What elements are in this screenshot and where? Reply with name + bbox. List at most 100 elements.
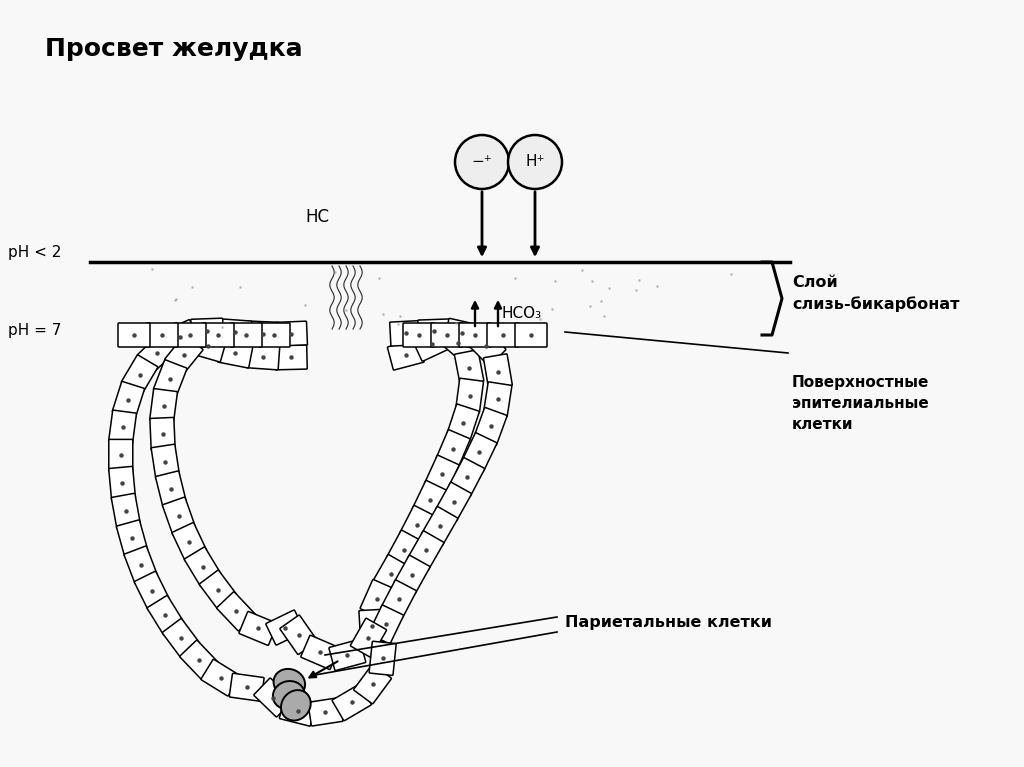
FancyBboxPatch shape <box>360 580 394 618</box>
FancyBboxPatch shape <box>217 592 256 631</box>
FancyBboxPatch shape <box>308 698 343 726</box>
FancyBboxPatch shape <box>444 318 480 348</box>
FancyBboxPatch shape <box>459 323 490 347</box>
FancyBboxPatch shape <box>455 350 483 386</box>
FancyBboxPatch shape <box>329 640 366 670</box>
FancyBboxPatch shape <box>246 344 280 370</box>
FancyBboxPatch shape <box>201 660 241 696</box>
FancyBboxPatch shape <box>462 433 497 472</box>
FancyBboxPatch shape <box>386 530 422 569</box>
FancyBboxPatch shape <box>446 404 479 442</box>
FancyBboxPatch shape <box>218 319 252 345</box>
FancyBboxPatch shape <box>408 531 443 570</box>
FancyBboxPatch shape <box>422 506 458 545</box>
FancyBboxPatch shape <box>217 338 253 368</box>
FancyBboxPatch shape <box>184 547 221 586</box>
FancyBboxPatch shape <box>154 360 187 398</box>
Ellipse shape <box>281 690 310 720</box>
FancyBboxPatch shape <box>180 640 218 680</box>
FancyBboxPatch shape <box>483 382 512 417</box>
FancyBboxPatch shape <box>394 555 430 594</box>
FancyBboxPatch shape <box>163 619 200 658</box>
FancyBboxPatch shape <box>229 673 264 701</box>
FancyBboxPatch shape <box>431 323 463 347</box>
Text: Слой
слизь-бикарбонат: Слой слизь-бикарбонат <box>792 275 959 312</box>
FancyBboxPatch shape <box>163 497 196 535</box>
FancyBboxPatch shape <box>436 430 470 468</box>
FancyBboxPatch shape <box>146 323 178 347</box>
FancyBboxPatch shape <box>387 339 424 370</box>
FancyBboxPatch shape <box>200 570 238 610</box>
FancyBboxPatch shape <box>202 323 234 347</box>
FancyBboxPatch shape <box>424 456 459 494</box>
FancyBboxPatch shape <box>359 609 385 643</box>
Text: Париетальные клетки: Париетальные клетки <box>565 614 772 630</box>
FancyBboxPatch shape <box>258 323 290 347</box>
FancyBboxPatch shape <box>124 546 158 584</box>
FancyBboxPatch shape <box>174 323 206 347</box>
FancyBboxPatch shape <box>487 323 519 347</box>
FancyBboxPatch shape <box>150 417 175 450</box>
Text: H⁺: H⁺ <box>525 154 545 170</box>
FancyBboxPatch shape <box>190 318 223 344</box>
FancyBboxPatch shape <box>117 520 147 557</box>
FancyBboxPatch shape <box>112 493 140 528</box>
FancyBboxPatch shape <box>150 389 177 423</box>
Ellipse shape <box>272 681 304 709</box>
FancyBboxPatch shape <box>247 321 280 346</box>
FancyBboxPatch shape <box>418 319 451 344</box>
FancyBboxPatch shape <box>156 471 186 508</box>
FancyBboxPatch shape <box>274 345 307 370</box>
FancyBboxPatch shape <box>456 378 483 413</box>
FancyBboxPatch shape <box>474 407 507 446</box>
Bar <box>0 0 1024 262</box>
FancyBboxPatch shape <box>254 678 293 717</box>
FancyBboxPatch shape <box>147 595 183 635</box>
FancyBboxPatch shape <box>403 323 435 347</box>
FancyBboxPatch shape <box>381 580 417 619</box>
FancyBboxPatch shape <box>332 684 372 721</box>
Text: pH = 7: pH = 7 <box>8 322 61 337</box>
Text: Поверхностные
эпителиальные
клетки: Поверхностные эпителиальные клетки <box>792 375 930 432</box>
FancyBboxPatch shape <box>390 321 423 346</box>
FancyBboxPatch shape <box>230 323 262 347</box>
FancyBboxPatch shape <box>165 335 203 374</box>
FancyBboxPatch shape <box>109 466 135 500</box>
FancyBboxPatch shape <box>122 355 158 394</box>
FancyBboxPatch shape <box>438 324 477 362</box>
FancyBboxPatch shape <box>369 605 403 644</box>
FancyBboxPatch shape <box>301 635 339 670</box>
Text: pH < 2: pH < 2 <box>8 245 61 259</box>
FancyBboxPatch shape <box>118 323 150 347</box>
FancyBboxPatch shape <box>161 320 200 354</box>
FancyBboxPatch shape <box>413 327 451 361</box>
FancyBboxPatch shape <box>137 334 176 372</box>
FancyBboxPatch shape <box>266 610 304 645</box>
FancyBboxPatch shape <box>467 327 506 366</box>
FancyBboxPatch shape <box>172 522 207 561</box>
FancyBboxPatch shape <box>435 482 471 522</box>
FancyBboxPatch shape <box>515 323 547 347</box>
FancyBboxPatch shape <box>134 571 169 610</box>
FancyBboxPatch shape <box>413 480 447 519</box>
FancyBboxPatch shape <box>239 611 278 645</box>
FancyBboxPatch shape <box>280 615 317 654</box>
FancyBboxPatch shape <box>370 641 396 676</box>
Text: НСО₃: НСО₃ <box>502 305 542 321</box>
Text: Просвет желудка: Просвет желудка <box>45 37 303 61</box>
Ellipse shape <box>273 669 305 697</box>
FancyBboxPatch shape <box>450 458 484 496</box>
FancyBboxPatch shape <box>350 618 386 657</box>
FancyBboxPatch shape <box>280 696 316 726</box>
FancyBboxPatch shape <box>399 505 435 545</box>
FancyBboxPatch shape <box>109 439 133 472</box>
FancyBboxPatch shape <box>109 410 136 445</box>
FancyBboxPatch shape <box>373 555 409 594</box>
FancyBboxPatch shape <box>152 444 179 479</box>
FancyBboxPatch shape <box>274 321 307 347</box>
FancyBboxPatch shape <box>483 354 512 389</box>
Circle shape <box>455 135 509 189</box>
FancyBboxPatch shape <box>353 664 391 704</box>
Text: НС: НС <box>305 208 329 226</box>
Text: −⁺: −⁺ <box>472 154 493 170</box>
